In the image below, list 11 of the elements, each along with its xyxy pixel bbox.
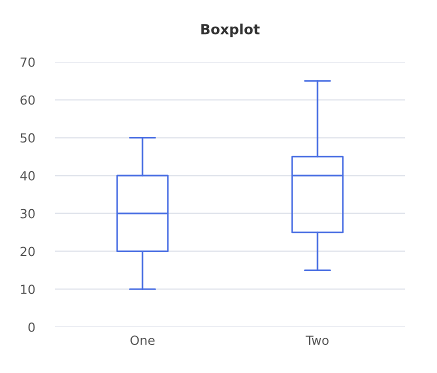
y-tick-label: 40	[20, 171, 35, 180]
y-tick-label: 20	[20, 246, 35, 256]
y-tick-label: 70	[20, 57, 35, 67]
x-tick-label: Two	[306, 336, 329, 346]
y-tick-label: 0	[28, 322, 35, 332]
chart-title: Boxplot	[201, 24, 260, 38]
x-tick-label: One	[130, 336, 155, 346]
y-tick-label: 10	[21, 284, 35, 294]
y-tick-label: 60	[20, 95, 35, 105]
y-tick-label: 50	[20, 133, 35, 143]
y-tick-label: 30	[20, 208, 35, 218]
